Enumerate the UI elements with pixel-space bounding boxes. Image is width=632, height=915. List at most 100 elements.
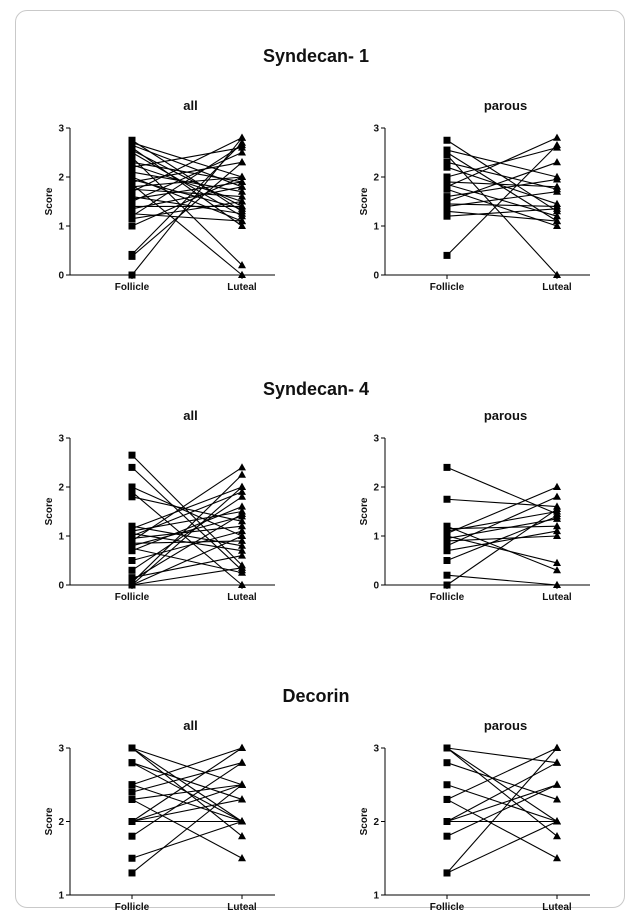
series-line xyxy=(446,166,558,205)
y-axis-label: Score xyxy=(44,807,55,835)
y-tick-label: 3 xyxy=(373,124,379,135)
luteal-marker xyxy=(238,795,246,803)
section-title-decorin: Decorin xyxy=(282,686,350,706)
series-line xyxy=(446,525,558,571)
luteal-marker xyxy=(238,138,246,146)
luteal-marker xyxy=(238,216,246,225)
series-line xyxy=(446,137,558,188)
series-line xyxy=(131,474,243,583)
series-line xyxy=(131,535,243,586)
y-tick-label: 3 xyxy=(58,744,64,755)
series-line xyxy=(446,747,558,874)
series-line xyxy=(131,747,243,786)
chart-syndecan-1-all: all Score 0 1 2 3 Follicle Luteal xyxy=(44,98,275,293)
series-line xyxy=(131,466,243,571)
y-tick-label: 0 xyxy=(373,271,379,282)
luteal-marker xyxy=(238,209,246,217)
y-axis-label: Score xyxy=(359,497,370,525)
luteal-marker xyxy=(238,536,246,544)
luteal-marker xyxy=(238,187,246,195)
follicle-marker xyxy=(443,547,451,555)
series-line xyxy=(446,498,558,508)
series-line xyxy=(131,784,243,823)
x-tick-label: Follicle xyxy=(430,282,465,293)
luteal-marker xyxy=(238,158,246,166)
series-line xyxy=(446,466,558,515)
follicle-marker xyxy=(443,136,451,144)
series-line xyxy=(446,762,558,822)
follicle-marker xyxy=(443,557,451,564)
luteal-marker xyxy=(553,187,561,195)
series-line xyxy=(446,178,558,198)
follicle-marker xyxy=(128,781,136,789)
series-line xyxy=(131,515,243,547)
luteal-marker xyxy=(238,470,246,478)
luteal-marker xyxy=(553,175,561,183)
luteal-marker xyxy=(238,172,246,180)
luteal-marker xyxy=(553,566,561,574)
luteal-marker xyxy=(238,463,246,471)
follicle-marker xyxy=(128,869,136,877)
luteal-marker xyxy=(553,743,561,751)
luteal-marker xyxy=(238,526,246,535)
follicle-marker xyxy=(128,168,136,176)
y-tick-label: 1 xyxy=(58,222,64,233)
series-line xyxy=(446,154,558,276)
luteal-marker xyxy=(553,558,561,566)
y-tick-label: 0 xyxy=(58,581,64,592)
follicle-marker xyxy=(443,212,451,220)
luteal-marker xyxy=(238,177,246,185)
luteal-marker xyxy=(238,270,246,278)
series-line xyxy=(131,144,243,217)
series-line xyxy=(131,496,243,522)
follicle-marker xyxy=(443,759,451,767)
section-title-syndecan-1: Syndecan- 1 xyxy=(262,46,370,66)
series-line xyxy=(446,191,558,207)
luteal-marker xyxy=(553,522,561,530)
series-line xyxy=(446,161,558,190)
series-line xyxy=(131,486,243,586)
series-line xyxy=(131,762,243,800)
luteal-marker xyxy=(238,817,246,825)
luteal-marker xyxy=(238,743,246,751)
luteal-marker xyxy=(238,197,246,205)
x-tick-label: Luteal xyxy=(227,592,257,603)
follicle-marker xyxy=(128,557,136,564)
chart-syndecan-1-parous: parous Score 0 1 2 3 Follicle Luteal xyxy=(359,98,590,293)
luteal-marker xyxy=(553,221,561,229)
x-tick-label: Luteal xyxy=(227,902,257,913)
follicle-marker xyxy=(443,163,451,171)
y-tick-label: 2 xyxy=(58,173,64,184)
luteal-marker xyxy=(553,758,561,766)
follicle-marker xyxy=(128,832,136,840)
follicle-marker xyxy=(443,495,451,503)
series-line xyxy=(131,762,243,837)
follicle-marker xyxy=(128,252,136,260)
follicle-marker xyxy=(443,542,451,550)
follicle-marker xyxy=(128,463,136,471)
luteal-marker xyxy=(238,780,246,788)
series-line xyxy=(131,496,243,571)
luteal-marker xyxy=(553,531,561,539)
follicle-marker xyxy=(128,759,136,767)
follicle-marker xyxy=(128,149,136,156)
series-line xyxy=(446,798,558,859)
series-line xyxy=(131,176,243,227)
chart-decorin-all: all Score 1 2 3 Follicle Luteal xyxy=(44,718,275,913)
luteal-marker xyxy=(553,580,561,588)
follicle-marker xyxy=(128,198,136,205)
series-line xyxy=(131,784,243,874)
follicle-marker xyxy=(443,151,451,159)
follicle-marker xyxy=(443,869,451,877)
panel-title: parous xyxy=(484,718,527,733)
y-axis-label: Score xyxy=(359,807,370,835)
luteal-marker xyxy=(238,551,246,559)
series-line xyxy=(131,466,243,542)
y-axis-label: Score xyxy=(44,187,55,215)
series-line xyxy=(446,530,558,552)
luteal-marker xyxy=(553,182,561,190)
follicle-marker xyxy=(128,493,136,501)
follicle-marker xyxy=(443,251,451,259)
series-line xyxy=(446,747,558,822)
luteal-marker xyxy=(238,192,246,200)
